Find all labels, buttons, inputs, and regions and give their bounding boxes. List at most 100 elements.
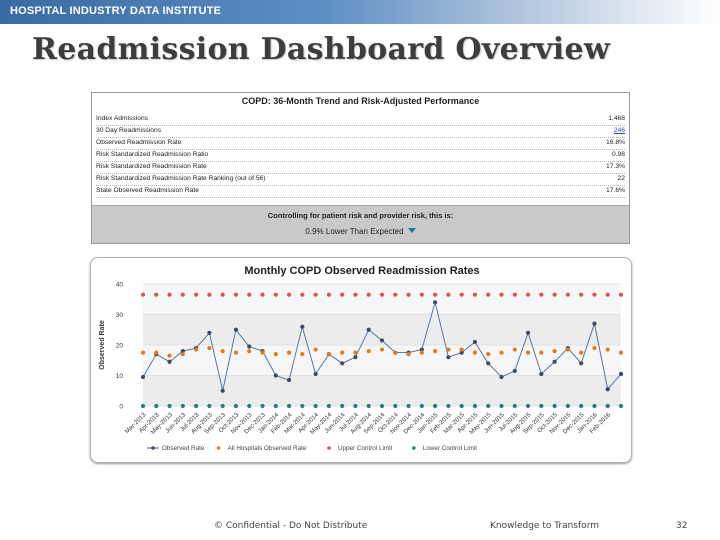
data-point [220, 349, 225, 354]
data-point [446, 292, 451, 297]
legend-label: Observed Rate [162, 445, 205, 452]
data-point [565, 292, 570, 297]
data-point [247, 349, 252, 354]
data-point [286, 377, 292, 383]
readmissions-count-link[interactable]: 246 [613, 127, 625, 134]
data-point [552, 349, 557, 354]
data-point [340, 361, 345, 366]
confidential-notice: © Confidential - Do Not Distribute [214, 521, 368, 531]
data-point [592, 292, 597, 297]
metric-value: 17.3% [606, 163, 625, 170]
risk-summary-box: Controlling for patient risk and provide… [92, 205, 629, 243]
data-point [459, 403, 464, 409]
data-point [486, 403, 491, 409]
caret-down-icon[interactable] [407, 228, 416, 233]
metric-label: Index Admissions [96, 115, 149, 122]
data-point [233, 403, 239, 409]
metric-row-rs-ratio: Risk Standardized Readmission Ratio 0.98 [96, 150, 625, 162]
data-point [512, 368, 517, 374]
data-point [233, 292, 239, 297]
org-name: HOSPITAL INDUSTRY DATA INSTITUTE [10, 5, 222, 17]
data-point [539, 403, 544, 409]
data-point [472, 403, 478, 409]
data-point [592, 345, 597, 351]
risk-summary-caption: Controlling for patient risk and provide… [267, 211, 454, 220]
metric-label: State Observed Readmission Rate [96, 187, 199, 194]
y-tick-label: 0 [119, 404, 123, 411]
data-point [618, 371, 624, 377]
data-point [167, 403, 172, 409]
data-point [552, 359, 557, 364]
data-point [154, 403, 159, 409]
data-point [220, 388, 225, 393]
readmission-chart: Monthly COPD Observed Readmission Rates 0… [90, 257, 632, 463]
risk-summary-value: 0.9% Lower Than Expected [305, 227, 404, 236]
data-point [499, 350, 504, 355]
data-point [140, 374, 146, 380]
data-point [180, 349, 185, 354]
data-point [313, 347, 318, 352]
data-point [167, 292, 172, 297]
data-point [286, 292, 292, 297]
data-point [233, 350, 239, 355]
data-point [154, 292, 159, 297]
data-point [499, 403, 504, 409]
data-point [618, 403, 624, 409]
data-point [579, 292, 584, 297]
data-point [592, 321, 597, 326]
metric-label: 30 Day Readmissions [96, 127, 162, 134]
data-point [366, 327, 371, 332]
metric-row-state-rate: State Observed Readmission Rate 17.6% [96, 186, 625, 198]
data-point [273, 352, 278, 357]
legend-label: Lower Control Limit [423, 445, 477, 452]
summary-panel: COPD: 36-Month Trend and Risk-Adjusted P… [91, 92, 630, 244]
data-point [353, 403, 358, 409]
data-point [419, 403, 424, 409]
data-point [525, 403, 531, 409]
legend-label: All Hospitals Observed Rate [228, 445, 307, 452]
data-point [539, 371, 544, 377]
data-point [167, 353, 172, 358]
legend-label: Upper Control Limit [338, 445, 392, 452]
risk-summary-result: 0.9% Lower Than Expected [92, 227, 629, 236]
chart-svg: Monthly COPD Observed Readmission Rates 0… [99, 265, 624, 452]
metric-value: 22 [617, 175, 625, 182]
legend-marker [327, 446, 331, 450]
data-point [419, 292, 424, 297]
data-point [406, 403, 411, 409]
data-point [605, 347, 610, 352]
data-point [379, 338, 385, 343]
data-point [379, 403, 385, 409]
data-point [260, 292, 265, 297]
data-point [459, 292, 464, 297]
metric-value: 1,468 [608, 115, 625, 122]
data-point [539, 292, 544, 297]
data-point [313, 292, 318, 297]
data-point [194, 403, 199, 409]
data-point [140, 403, 146, 409]
data-point [326, 352, 331, 357]
data-point [286, 403, 292, 409]
data-point [207, 330, 212, 335]
data-point [592, 403, 597, 409]
y-tick-label: 30 [116, 312, 124, 319]
data-point [260, 403, 265, 409]
data-point [194, 292, 199, 297]
data-point [353, 355, 358, 360]
data-point [353, 350, 358, 355]
data-point [579, 350, 584, 355]
metric-row-rs-rate: Risk Standardized Readmission Rate 17.3% [96, 162, 625, 174]
legend-marker [412, 446, 416, 450]
data-point [247, 403, 252, 409]
data-point [300, 403, 305, 409]
data-point [340, 292, 345, 297]
data-point [605, 292, 610, 297]
data-point [565, 347, 570, 352]
data-point [552, 292, 557, 297]
data-point [220, 403, 225, 409]
data-point [353, 292, 358, 297]
data-point [472, 350, 478, 355]
data-point [618, 292, 624, 297]
data-point [300, 324, 305, 329]
data-point [393, 292, 398, 297]
